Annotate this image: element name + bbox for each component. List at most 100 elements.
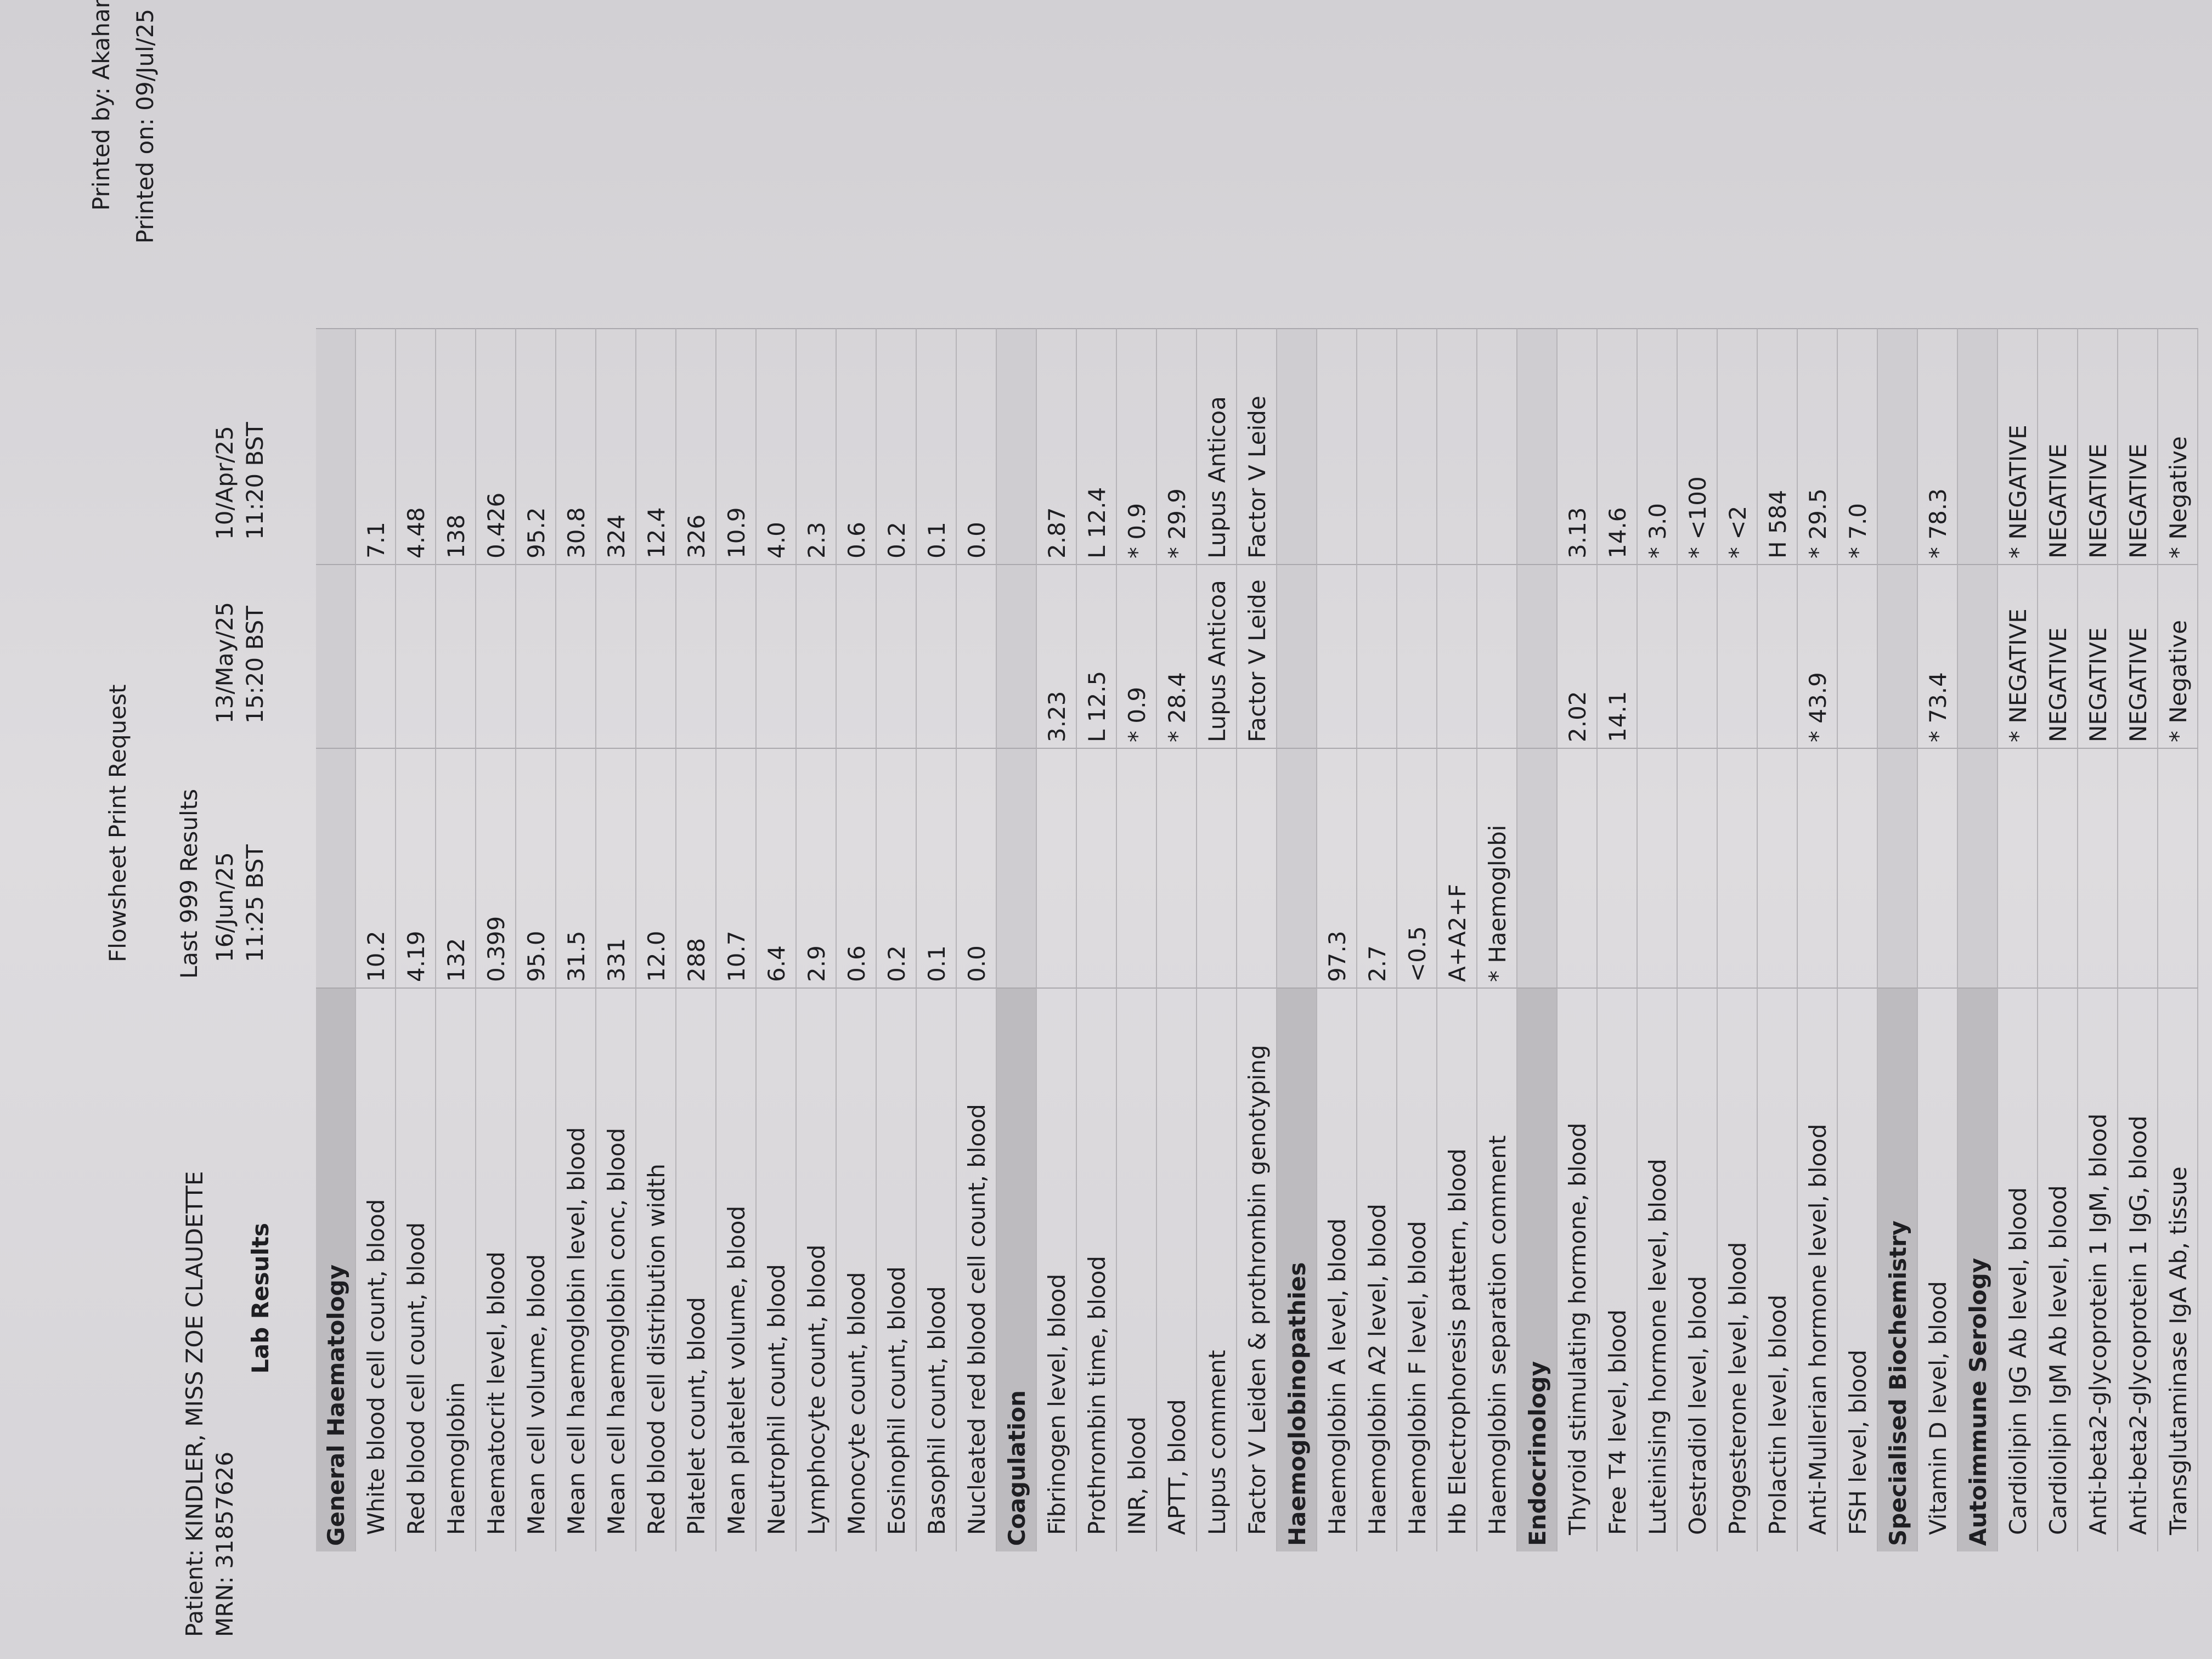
result-value: 10.7 xyxy=(716,748,757,988)
result-value: 4.0 xyxy=(757,328,797,564)
result-row: Anti-beta2-glycoprotein 1 IgG, blood NEGA… xyxy=(2118,328,2158,1551)
section-cell xyxy=(1958,328,1998,564)
result-value: 0.1 xyxy=(917,328,957,564)
result-value: NEGATIVE xyxy=(2118,564,2158,748)
result-value xyxy=(1798,748,1838,988)
section-cell xyxy=(316,748,356,988)
section-cell xyxy=(1878,328,1918,564)
result-value xyxy=(1357,564,1397,748)
result-value: Lupus Anticoa xyxy=(1197,328,1237,564)
result-value: 7.1 xyxy=(356,328,396,564)
result-value: 95.2 xyxy=(516,328,556,564)
result-value xyxy=(1237,748,1277,988)
result-value xyxy=(957,564,997,748)
result-row: Nucleated red blood cell count, blood 0.0… xyxy=(957,328,997,1551)
group-label: Last 999 Results xyxy=(176,788,202,979)
result-value: 3.23 xyxy=(1037,564,1077,748)
result-row: Lupus comment Lupus Anticoa Lupus Anticoa xyxy=(1197,328,1237,1551)
result-value: 0.0 xyxy=(957,328,997,564)
test-name: Prolactin level, blood xyxy=(1758,988,1798,1551)
result-value: A+A2+F xyxy=(1437,748,1477,988)
section-name: Haemoglobinopathies xyxy=(1277,988,1317,1551)
result-row: Hb Electrophoresis pattern, blood A+A2+F xyxy=(1437,328,1477,1551)
result-value: 0.2 xyxy=(877,328,917,564)
result-row: Lymphocyte count, blood 2.9 2.3 xyxy=(797,328,837,1551)
result-value: * NEGATIVE xyxy=(1998,328,2038,564)
test-name: Mean cell haemoglobin conc, blood xyxy=(596,988,636,1551)
result-row: Luteinising hormone level, blood * 3.0 xyxy=(1638,328,1678,1551)
result-value: * 7.0 xyxy=(1838,328,1878,564)
patient: Patient: KINDLER, MISS ZOE CLAUDETTE xyxy=(181,1171,208,1637)
result-row: Cardiolipin IgM Ab level, blood NEGATIVE N… xyxy=(2038,328,2078,1551)
result-value: L 12.5 xyxy=(1077,564,1117,748)
result-value xyxy=(1718,748,1758,988)
result-value: <0.5 xyxy=(1397,748,1437,988)
section-name: General Haematology xyxy=(316,988,356,1551)
section-cell xyxy=(997,564,1037,748)
result-value xyxy=(2078,748,2118,988)
result-value: * 29.5 xyxy=(1798,328,1838,564)
section-cell xyxy=(1517,748,1558,988)
section-row: Specialised Biochemistry xyxy=(1878,328,1918,1551)
result-value: 10.9 xyxy=(716,328,757,564)
test-name: Cardiolipin IgM Ab level, blood xyxy=(2038,988,2078,1551)
result-value: 0.6 xyxy=(837,748,877,988)
result-value xyxy=(2038,748,2078,988)
result-value: 4.19 xyxy=(396,748,436,988)
result-value: NEGATIVE xyxy=(2038,564,2078,748)
result-value xyxy=(1838,748,1878,988)
result-value: 2.02 xyxy=(1558,564,1598,748)
result-value: NEGATIVE xyxy=(2118,328,2158,564)
section-row: General Haematology xyxy=(316,328,356,1551)
result-value xyxy=(917,564,957,748)
result-value: * 29.9 xyxy=(1157,328,1197,564)
result-value: * 43.9 xyxy=(1798,564,1838,748)
result-row: Mean cell haemoglobin level, blood 31.5 30… xyxy=(556,328,596,1551)
result-value: Factor V Leide xyxy=(1237,328,1277,564)
section-row: Haemoglobinopathies xyxy=(1277,328,1317,1551)
result-row: Platelet count, blood 288 326 xyxy=(676,328,716,1551)
result-value: * Haemoglobi xyxy=(1477,748,1517,988)
result-row: FSH level, blood * 7.0 xyxy=(1838,328,1878,1551)
result-value: 0.399 xyxy=(476,748,516,988)
result-value: * 0.9 xyxy=(1117,328,1157,564)
result-row: Anti-Mullerian hormone level, blood * 43.… xyxy=(1798,328,1838,1551)
section-cell xyxy=(1277,564,1317,748)
section-cell xyxy=(1277,328,1317,564)
test-name: Red blood cell distribution width xyxy=(636,988,676,1551)
result-value xyxy=(2158,748,2198,988)
result-row: Prolactin level, blood H 584 xyxy=(1758,328,1798,1551)
result-value: 0.1 xyxy=(917,748,957,988)
result-row: Progesterone level, blood * <2 xyxy=(1718,328,1758,1551)
result-value xyxy=(436,564,476,748)
result-value xyxy=(1678,748,1718,988)
result-row: Free T4 level, blood 14.1 14.6 xyxy=(1598,328,1638,1551)
section-row: Coagulation xyxy=(997,328,1037,1551)
result-value: 6.4 xyxy=(757,748,797,988)
result-value: 14.1 xyxy=(1598,564,1638,748)
result-value: 10.2 xyxy=(356,748,396,988)
result-value: NEGATIVE xyxy=(2078,328,2118,564)
table-title: Lab Results xyxy=(247,1223,274,1374)
result-row: Red blood cell count, blood 4.19 4.48 xyxy=(396,328,436,1551)
test-name: Mean cell haemoglobin level, blood xyxy=(556,988,596,1551)
result-value xyxy=(1477,328,1517,564)
test-name: Thyroid stimulating hormone, blood xyxy=(1558,988,1598,1551)
test-name: Anti-beta2-glycoprotein 1 IgM, blood xyxy=(2078,988,2118,1551)
result-value xyxy=(757,564,797,748)
result-row: Fibrinogen level, blood 3.23 2.87 xyxy=(1037,328,1077,1551)
result-row: Eosinophil count, blood 0.2 0.2 xyxy=(877,328,917,1551)
doc-title: Flowsheet Print Request xyxy=(104,684,131,962)
result-value: 3.13 xyxy=(1558,328,1598,564)
results-table: General Haematology White blood cell coun… xyxy=(316,328,2198,1551)
test-name: Anti-beta2-glycoprotein 1 IgG, blood xyxy=(2118,988,2158,1551)
result-value xyxy=(1678,564,1718,748)
section-name: Endocrinology xyxy=(1517,988,1558,1551)
result-row: Haemoglobin A level, blood 97.3 xyxy=(1317,328,1357,1551)
result-row: INR, blood * 0.9 * 0.9 xyxy=(1117,328,1157,1551)
result-value: * Negative xyxy=(2158,328,2198,564)
result-value: * 28.4 xyxy=(1157,564,1197,748)
result-value: * <2 xyxy=(1718,328,1758,564)
result-value xyxy=(1317,564,1357,748)
result-row: Factor V Leiden & prothrombin genotyping… xyxy=(1237,328,1277,1551)
